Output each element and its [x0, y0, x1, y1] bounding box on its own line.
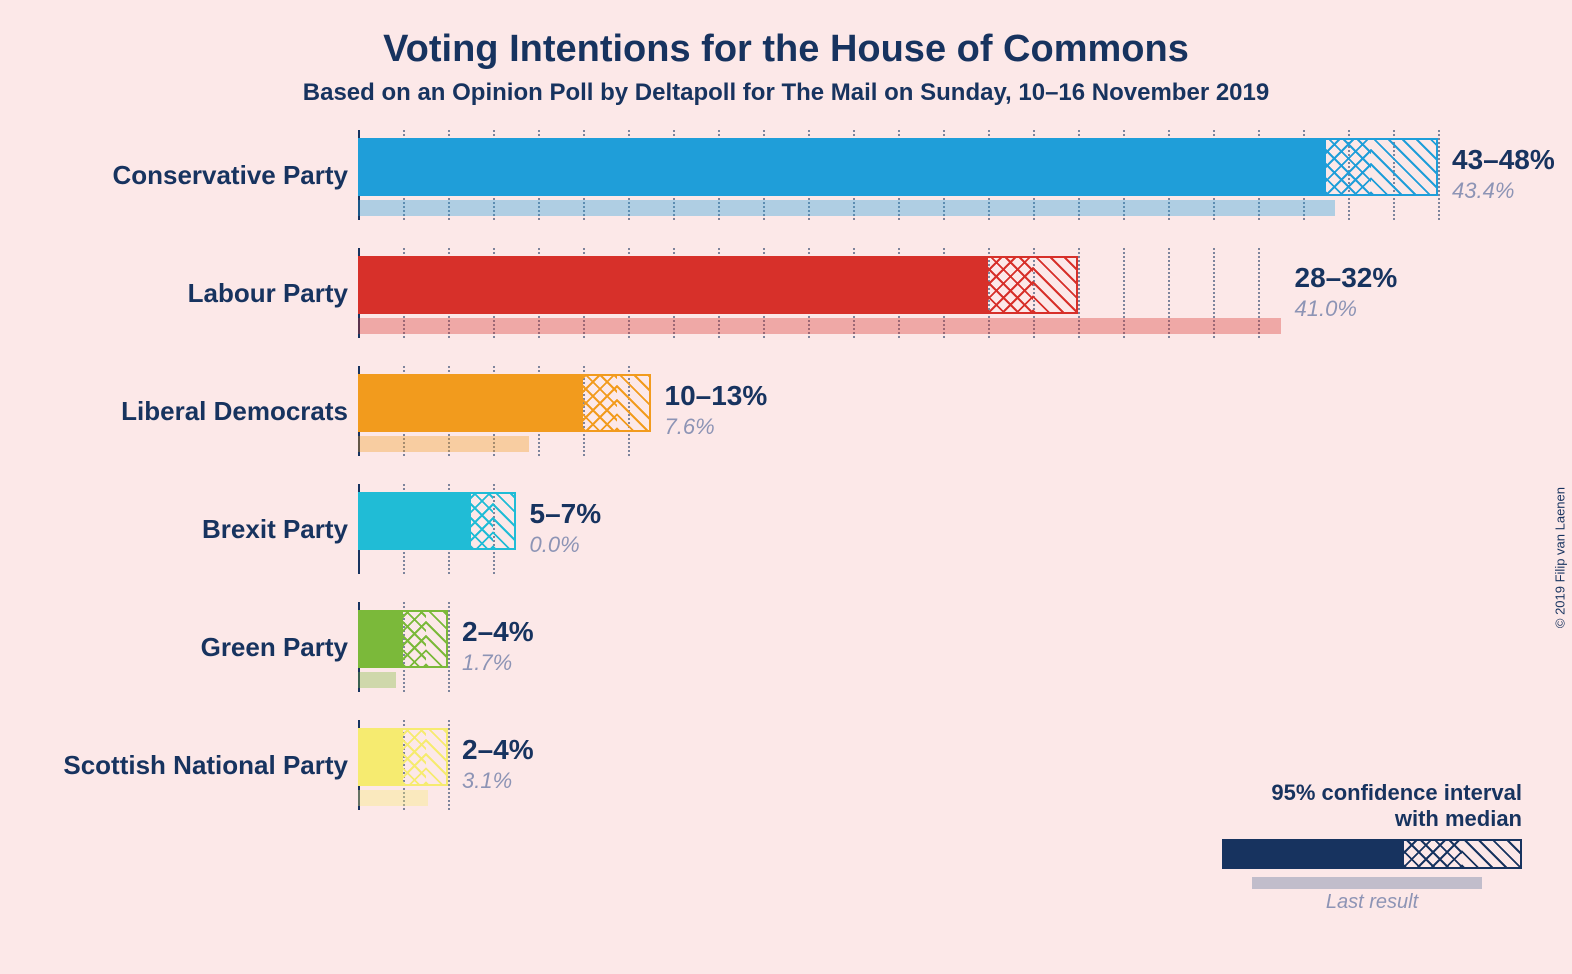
range-label: 43–48%	[1452, 144, 1555, 176]
range-label: 5–7%	[530, 498, 602, 530]
bar-crosshatch	[988, 256, 1033, 314]
bar-diagonal	[426, 728, 449, 786]
party-label: Conservative Party	[112, 160, 348, 191]
party-label: Liberal Democrats	[121, 396, 348, 427]
bar-diagonal	[1371, 138, 1439, 196]
legend-crosshatch	[1404, 839, 1462, 869]
chart-title: Voting Intentions for the House of Commo…	[0, 0, 1572, 71]
bar-last-result	[358, 318, 1281, 334]
prev-label: 7.6%	[665, 414, 715, 440]
bar-solid	[358, 492, 471, 550]
chart-subtitle: Based on an Opinion Poll by Deltapoll fo…	[0, 79, 1572, 107]
range-label: 2–4%	[462, 734, 534, 766]
bar-diagonal	[617, 374, 651, 432]
legend-solid	[1222, 839, 1404, 869]
party-row: Liberal Democrats 10–13%7.6%	[0, 366, 1572, 484]
party-row: Green Party 2–4%1.7%	[0, 602, 1572, 720]
party-row: Conservative Party 43–48%43.4%	[0, 130, 1572, 248]
legend-line2: with median	[1222, 806, 1522, 831]
legend-ci-bar	[1222, 839, 1522, 873]
bar-last-result	[358, 672, 396, 688]
legend: 95% confidence interval with median Last…	[1222, 780, 1522, 914]
bar-diagonal	[426, 610, 449, 668]
party-row: Labour Party 28–32%41.0%	[0, 248, 1572, 366]
legend-last-fill	[1252, 877, 1482, 889]
bar-last-result	[358, 200, 1335, 216]
prev-label: 0.0%	[530, 532, 580, 558]
bar-last-result	[358, 436, 529, 452]
legend-line1: 95% confidence interval	[1222, 780, 1522, 805]
prev-label: 41.0%	[1295, 296, 1357, 322]
prev-label: 3.1%	[462, 768, 512, 794]
legend-diagonal	[1462, 839, 1522, 869]
bar-crosshatch	[403, 610, 426, 668]
legend-last-bar	[1222, 877, 1522, 889]
bar-diagonal	[1033, 256, 1078, 314]
bar-solid	[358, 256, 988, 314]
bar-solid	[358, 374, 583, 432]
range-label: 10–13%	[665, 380, 768, 412]
bar-diagonal	[493, 492, 516, 550]
party-label: Green Party	[201, 632, 348, 663]
bar-crosshatch	[403, 728, 426, 786]
bar-crosshatch	[471, 492, 494, 550]
party-label: Labour Party	[188, 278, 348, 309]
party-row: Brexit Party 5–7%0.0%	[0, 484, 1572, 602]
prev-label: 43.4%	[1452, 178, 1514, 204]
party-label: Brexit Party	[202, 514, 348, 545]
bar-crosshatch	[1326, 138, 1371, 196]
range-label: 2–4%	[462, 616, 534, 648]
bar-solid	[358, 728, 403, 786]
legend-last-label: Last result	[1222, 891, 1522, 914]
bar-solid	[358, 138, 1326, 196]
prev-label: 1.7%	[462, 650, 512, 676]
bar-crosshatch	[583, 374, 617, 432]
party-label: Scottish National Party	[63, 750, 348, 781]
range-label: 28–32%	[1295, 262, 1398, 294]
bar-solid	[358, 610, 403, 668]
bar-last-result	[358, 790, 428, 806]
